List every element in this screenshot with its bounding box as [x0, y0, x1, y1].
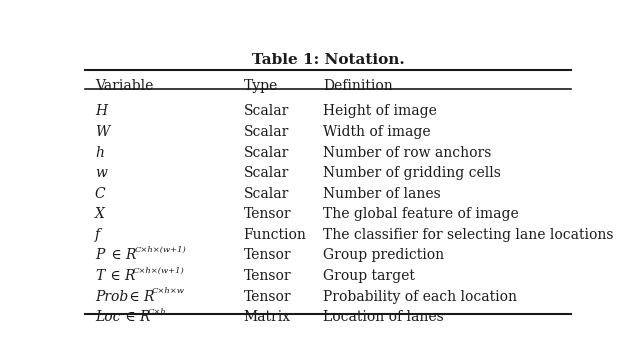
Text: H: H	[95, 104, 107, 118]
Text: Scalar: Scalar	[244, 104, 289, 118]
Text: X: X	[95, 207, 105, 221]
Text: T: T	[95, 269, 104, 283]
Text: C×h×(w+1): C×h×(w+1)	[133, 266, 185, 274]
Text: The classifier for selecting lane locations: The classifier for selecting lane locati…	[323, 228, 614, 242]
Text: C×h: C×h	[148, 308, 166, 316]
Text: Width of image: Width of image	[323, 125, 431, 139]
Text: Scalar: Scalar	[244, 187, 289, 201]
Text: Tensor: Tensor	[244, 207, 291, 221]
Text: Prob: Prob	[95, 290, 128, 304]
Text: Matrix: Matrix	[244, 310, 291, 324]
Text: Tensor: Tensor	[244, 290, 291, 304]
Text: C×h×(w+1): C×h×(w+1)	[134, 246, 186, 254]
Text: Height of image: Height of image	[323, 104, 437, 118]
Text: W: W	[95, 125, 109, 139]
Text: Tensor: Tensor	[244, 269, 291, 283]
Text: Function: Function	[244, 228, 307, 242]
Text: Number of lanes: Number of lanes	[323, 187, 441, 201]
Text: h: h	[95, 145, 104, 160]
Text: Scalar: Scalar	[244, 166, 289, 180]
Text: Number of row anchors: Number of row anchors	[323, 145, 492, 160]
Text: Location of lanes: Location of lanes	[323, 310, 444, 324]
Text: C×h×w: C×h×w	[152, 287, 185, 295]
Text: Scalar: Scalar	[244, 145, 289, 160]
Text: w: w	[95, 166, 107, 180]
Text: Scalar: Scalar	[244, 125, 289, 139]
Text: Variable: Variable	[95, 79, 153, 93]
Text: Loc: Loc	[95, 310, 120, 324]
Text: ∈ R: ∈ R	[108, 248, 137, 262]
Text: ∈ R: ∈ R	[125, 290, 154, 304]
Text: Group prediction: Group prediction	[323, 248, 444, 262]
Text: Table 1: Notation.: Table 1: Notation.	[252, 53, 404, 67]
Text: Probability of each location: Probability of each location	[323, 290, 517, 304]
Text: Tensor: Tensor	[244, 248, 291, 262]
Text: ∈ R: ∈ R	[121, 310, 150, 324]
Text: ∈ R: ∈ R	[106, 269, 135, 283]
Text: The global feature of image: The global feature of image	[323, 207, 519, 221]
Text: C: C	[95, 187, 106, 201]
Text: f: f	[95, 228, 100, 242]
Text: Type: Type	[244, 79, 278, 93]
Text: Number of gridding cells: Number of gridding cells	[323, 166, 501, 180]
Text: P: P	[95, 248, 104, 262]
Text: Group target: Group target	[323, 269, 415, 283]
Text: Definition: Definition	[323, 79, 393, 93]
